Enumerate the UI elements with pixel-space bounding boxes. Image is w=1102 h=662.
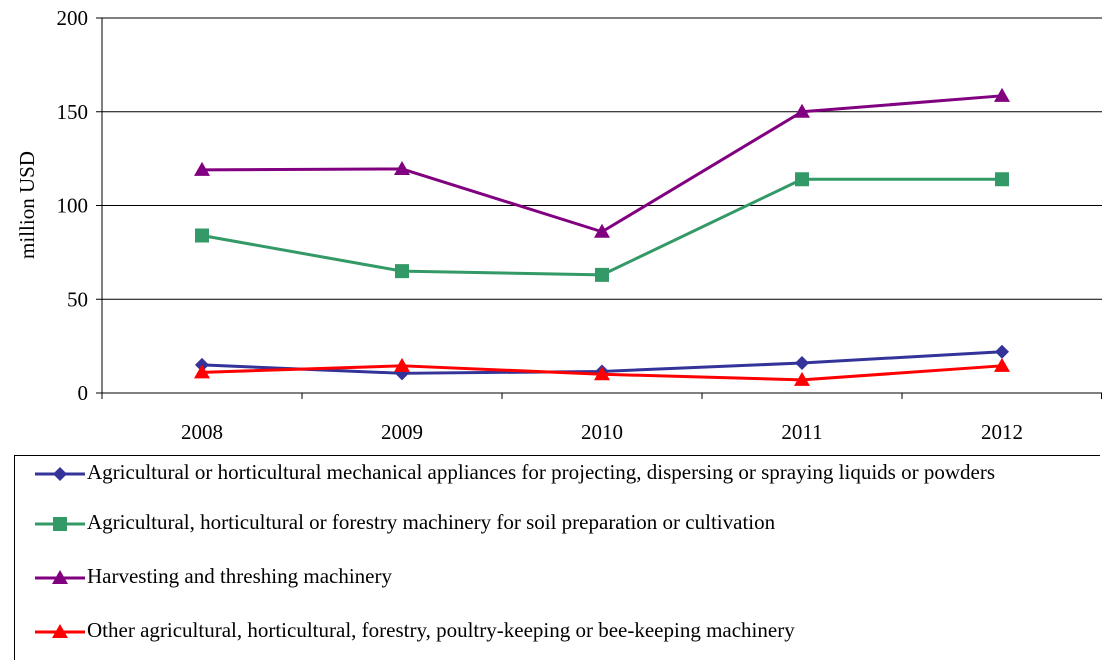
data-point — [195, 228, 209, 243]
legend-label: Other agricultural, horticultural, fores… — [87, 618, 795, 642]
series-1 — [195, 172, 1009, 282]
axes — [96, 17, 1102, 399]
y-tick-label: 100 — [57, 194, 89, 218]
data-point — [394, 160, 410, 175]
legend-marker-square — [35, 517, 85, 531]
legend-label: Agricultural or horticultural mechanical… — [87, 460, 995, 484]
data-point — [595, 267, 609, 282]
series-group — [194, 87, 1010, 386]
chart: 0 50 100 150 200 2008 2009 2010 2011 2012 millio… — [15, 6, 1102, 444]
x-tick-label: 2010 — [581, 420, 623, 444]
x-tick-label: 2011 — [781, 420, 822, 444]
legend-label: Agricultural, horticultural or forestry … — [87, 510, 776, 534]
data-point — [194, 161, 210, 176]
y-tick-label: 0 — [78, 381, 89, 405]
data-point — [594, 366, 610, 381]
y-tick-label: 50 — [67, 287, 88, 311]
data-point — [794, 103, 810, 118]
legend-marker-diamond — [35, 467, 85, 481]
data-point — [995, 344, 1009, 359]
x-tick-label: 2008 — [181, 420, 223, 444]
legend-item-harvesting: Harvesting and threshing machinery — [35, 565, 1102, 589]
series-2 — [194, 87, 1010, 238]
data-point — [394, 357, 410, 372]
y-tick-labels: 0 50 100 150 200 — [57, 6, 89, 405]
data-point — [794, 371, 810, 386]
data-point — [795, 172, 809, 187]
x-tick-label: 2012 — [981, 420, 1023, 444]
x-tick-label: 2009 — [381, 420, 423, 444]
x-tick-labels: 2008 2009 2010 2011 2012 — [181, 420, 1023, 444]
data-point — [395, 264, 409, 279]
legend-item-other: Other agricultural, horticultural, fores… — [35, 619, 1102, 643]
data-point — [795, 356, 809, 370]
gridlines — [102, 17, 1102, 300]
legend: Agricultural or horticultural mechanical… — [14, 455, 1100, 660]
y-tick-label: 200 — [57, 6, 89, 30]
legend-item-spraying: Agricultural or horticultural mechanical… — [35, 461, 1102, 485]
legend-item-soil: Agricultural, horticultural or forestry … — [35, 511, 1102, 535]
series-line — [201, 94, 1003, 234]
series-3 — [194, 357, 1010, 386]
data-point — [594, 223, 610, 238]
legend-label: Harvesting and threshing machinery — [87, 564, 392, 588]
legend-marker-triangle — [35, 570, 85, 584]
y-tick-label: 150 — [57, 100, 89, 124]
data-point — [194, 364, 210, 379]
data-point — [994, 357, 1010, 372]
data-point — [995, 172, 1009, 187]
legend-marker-triangle — [35, 624, 85, 638]
y-axis-label: million USD — [15, 151, 39, 259]
data-point — [994, 87, 1010, 102]
